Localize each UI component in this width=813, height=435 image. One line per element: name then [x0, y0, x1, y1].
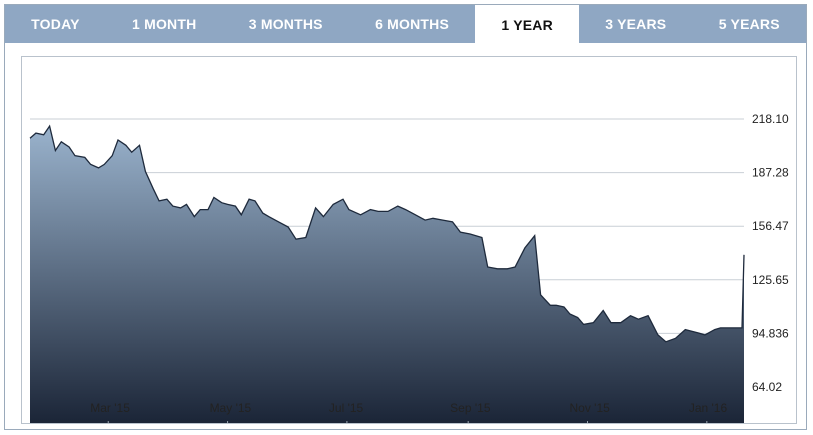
period-tabs: TODAY 1 MONTH 3 MONTHS 6 MONTHS 1 YEAR 3…	[5, 5, 806, 45]
chart-panel: TODAY 1 MONTH 3 MONTHS 6 MONTHS 1 YEAR 3…	[4, 4, 807, 430]
x-tick-label: Sep '15	[450, 401, 491, 415]
x-axis-ticks	[107, 421, 708, 423]
x-tick-label: Mar '15	[90, 401, 130, 415]
tab-6-months[interactable]: 6 MONTHS	[375, 16, 450, 32]
tab-1-year[interactable]: 1 YEAR	[475, 5, 580, 45]
tab-3-years[interactable]: 3 YEARS	[605, 16, 667, 32]
y-axis-ticks: 218.10 187.28 156.47 125.65 94.836 64.02	[752, 112, 789, 394]
price-line	[29, 124, 745, 343]
price-chart-svg: 218.10 187.28 156.47 125.65 94.836 64.02	[29, 112, 789, 423]
y-tick-label: 64.02	[752, 380, 782, 394]
price-area	[30, 126, 744, 423]
x-tick-label: Nov '15	[569, 401, 610, 415]
x-tick-label: May '15	[209, 401, 252, 415]
x-tick-label: Jul '15	[328, 401, 364, 415]
tab-today[interactable]: TODAY	[31, 16, 80, 32]
y-tick-label: 94.836	[752, 326, 789, 340]
y-tick-label: 125.65	[752, 273, 789, 287]
tab-5-years[interactable]: 5 YEARS	[718, 16, 780, 32]
y-tick-label: 187.28	[752, 166, 789, 180]
x-tick-label: Jan '16	[688, 401, 728, 415]
price-chart: 218.10 187.28 156.47 125.65 94.836 64.02 Mar …	[21, 56, 797, 424]
tab-3-months[interactable]: 3 MONTHS	[248, 16, 323, 32]
y-tick-label: 218.10	[752, 112, 789, 126]
tab-1-month[interactable]: 1 MONTH	[132, 16, 197, 32]
y-tick-label: 156.47	[752, 219, 789, 233]
